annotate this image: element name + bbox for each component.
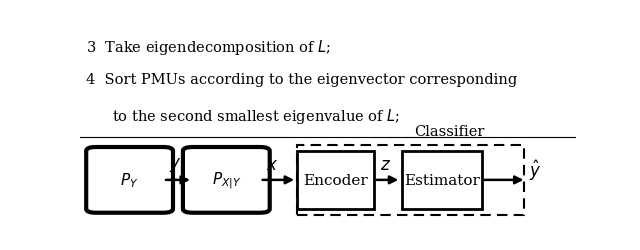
Text: $P_{X|Y}$: $P_{X|Y}$ xyxy=(212,170,241,190)
Bar xyxy=(297,146,524,215)
Text: Estimator: Estimator xyxy=(404,173,480,187)
Text: to the second smallest eigenvalue of $L$;: to the second smallest eigenvalue of $L$… xyxy=(112,107,401,126)
Text: Classifier: Classifier xyxy=(414,125,484,139)
Bar xyxy=(403,151,482,209)
Text: 3  Take eigendecomposition of $L$;: 3 Take eigendecomposition of $L$; xyxy=(86,38,331,56)
Text: $z$: $z$ xyxy=(380,156,391,173)
Text: 4  Sort PMUs according to the eigenvector corresponding: 4 Sort PMUs according to the eigenvector… xyxy=(86,72,517,86)
Text: $x$: $x$ xyxy=(266,156,278,173)
Text: $\hat{y}$: $\hat{y}$ xyxy=(529,157,541,182)
FancyBboxPatch shape xyxy=(86,148,173,213)
Text: $P_Y$: $P_Y$ xyxy=(120,171,139,190)
Text: Encoder: Encoder xyxy=(303,173,368,187)
Text: $y$: $y$ xyxy=(169,156,182,174)
Bar xyxy=(297,151,374,209)
FancyBboxPatch shape xyxy=(183,148,269,213)
